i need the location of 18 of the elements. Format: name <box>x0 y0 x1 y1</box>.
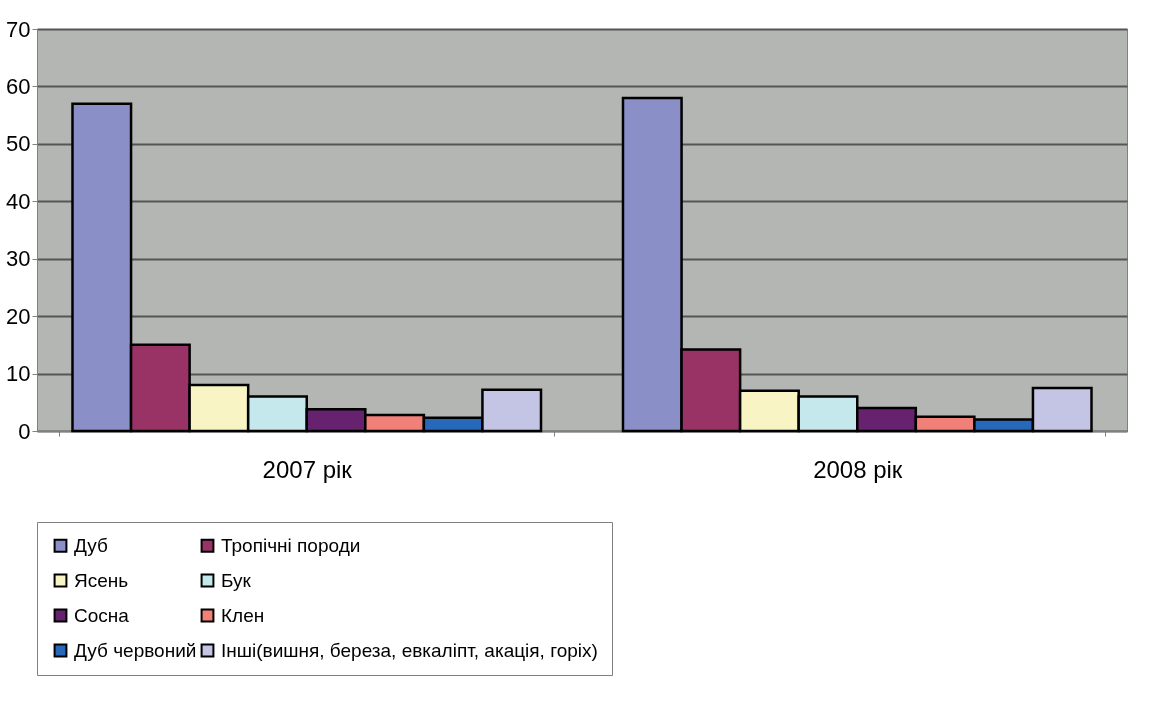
legend-label: Інші(вишня, береза, евкаліпт, акація, горіх) <box>221 639 598 661</box>
y-tick-label: 30 <box>6 246 31 272</box>
legend-label: Дуб <box>74 534 108 556</box>
y-tick-label: 40 <box>6 188 31 214</box>
legend-label: Дуб червоний <box>74 639 197 661</box>
y-tick-label: 0 <box>18 418 31 444</box>
y-tick-label: 10 <box>6 361 31 387</box>
y-tick-label: 20 <box>6 303 31 329</box>
legend-label: Тропічні породи <box>221 534 361 556</box>
legend-label: Клен <box>221 604 265 626</box>
y-tick-label: 60 <box>6 73 31 99</box>
legend-label: Сосна <box>74 604 130 626</box>
x-tick-label: 2007 рік <box>262 455 353 483</box>
legend-label: Ясень <box>74 569 129 591</box>
x-tick-label: 2008 рік <box>813 455 903 483</box>
y-tick-label: 50 <box>6 131 31 157</box>
legend-label: Бук <box>221 569 252 591</box>
y-tick-label: 70 <box>6 16 31 42</box>
